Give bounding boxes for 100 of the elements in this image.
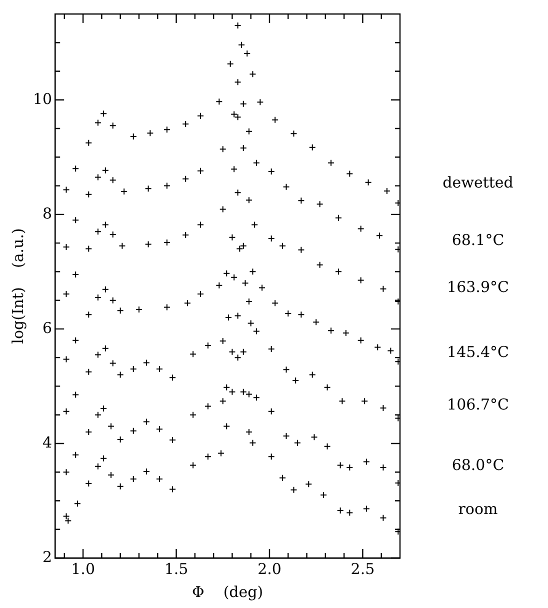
point [336, 506, 344, 514]
point [163, 182, 170, 190]
point [234, 114, 242, 121]
point [279, 474, 286, 482]
point [94, 294, 102, 301]
point [85, 245, 92, 252]
point [224, 314, 232, 321]
point [182, 120, 190, 128]
point [85, 428, 92, 436]
text: 106.7°C [447, 395, 509, 414]
y-axis-title: log(Int) (a.u.) [8, 228, 27, 344]
point [85, 480, 92, 488]
point [85, 311, 92, 318]
point [223, 384, 230, 391]
x-tick-label: 1.5 [164, 560, 188, 578]
point [204, 342, 212, 350]
point [328, 327, 335, 334]
point [230, 274, 238, 281]
point [100, 454, 108, 462]
point [305, 480, 312, 488]
point [268, 345, 275, 352]
point [290, 486, 298, 494]
point [94, 228, 102, 236]
point [376, 232, 383, 240]
point [94, 119, 102, 126]
point [244, 50, 251, 58]
point [218, 450, 225, 457]
point [94, 174, 102, 181]
point [364, 178, 372, 186]
point [240, 100, 247, 108]
point [357, 225, 364, 232]
point [156, 426, 163, 433]
point [251, 221, 258, 228]
point [169, 486, 176, 493]
point [357, 276, 364, 284]
point [197, 290, 204, 298]
point [190, 462, 197, 469]
point [156, 475, 163, 482]
point [380, 514, 387, 522]
point [219, 398, 226, 405]
point [380, 285, 387, 292]
point [102, 286, 109, 293]
point [249, 439, 256, 446]
point [230, 110, 238, 118]
point [361, 398, 368, 405]
point [240, 144, 247, 152]
point [204, 402, 212, 410]
point [362, 458, 370, 466]
point [256, 98, 264, 106]
point [252, 159, 260, 166]
point [362, 505, 370, 512]
point [249, 70, 256, 78]
point [130, 475, 137, 482]
point [308, 144, 316, 151]
y-tick-label: 6 [42, 318, 52, 337]
point [282, 183, 290, 190]
point [268, 408, 275, 415]
x-tick-label: 2.0 [258, 560, 282, 578]
point [130, 133, 137, 140]
point [109, 296, 116, 304]
point [258, 284, 266, 292]
point [228, 348, 236, 356]
point [216, 282, 223, 289]
point [108, 422, 115, 430]
point [240, 242, 247, 250]
point [346, 464, 354, 472]
point [228, 234, 236, 241]
point [62, 468, 70, 476]
point [146, 130, 154, 137]
point [316, 261, 324, 268]
point [338, 398, 346, 405]
point [120, 188, 128, 196]
point [116, 371, 124, 378]
point [236, 245, 244, 252]
point [328, 159, 335, 166]
point [109, 122, 116, 130]
point [169, 374, 176, 382]
point [252, 328, 260, 335]
point [247, 320, 254, 327]
point [223, 270, 230, 277]
point [182, 175, 190, 182]
point [169, 436, 176, 444]
point [342, 329, 350, 336]
point [234, 22, 242, 29]
point [102, 166, 109, 174]
point [334, 268, 342, 276]
text: dewetted [442, 174, 514, 192]
y-tick-label: 8 [42, 204, 52, 222]
text: 145.4°C [447, 343, 509, 362]
point [94, 351, 102, 358]
point [102, 221, 109, 228]
point [85, 139, 92, 146]
point [380, 464, 387, 472]
point [374, 344, 382, 351]
point [130, 366, 137, 373]
point [226, 60, 234, 68]
point [234, 312, 242, 320]
point [316, 200, 324, 208]
point [62, 356, 70, 363]
point [109, 230, 116, 238]
